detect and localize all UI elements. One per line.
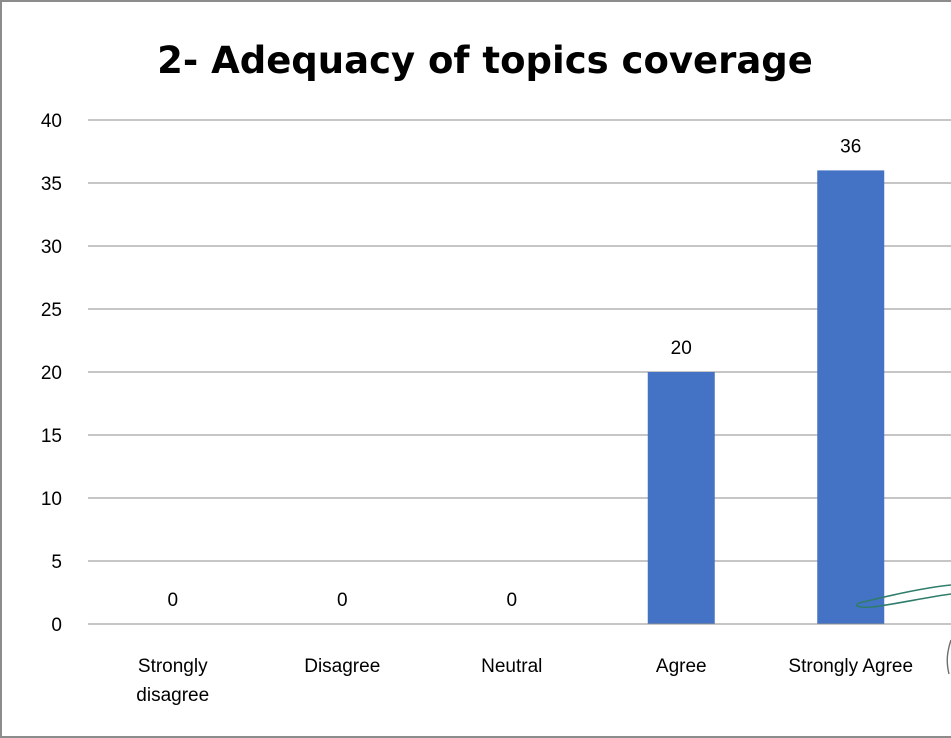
data-label: 0 (167, 590, 178, 611)
category-label: Disagree (304, 656, 380, 677)
y-tick-label: 35 (41, 174, 62, 195)
category-label: Strongly disagree (136, 656, 209, 706)
bar (817, 170, 885, 624)
gridlines (88, 119, 951, 562)
pen-mark (855, 584, 951, 609)
pen-mark-lower (946, 639, 951, 675)
category-label: Neutral (481, 656, 542, 677)
y-tick-label: 40 (41, 111, 62, 132)
y-tick-label: 20 (41, 363, 62, 384)
bars (647, 170, 885, 624)
data-label: 36 (840, 136, 861, 157)
y-tick-label: 10 (41, 489, 62, 510)
y-tick-label: 0 (51, 615, 62, 636)
y-tick-label: 5 (51, 552, 62, 573)
data-label: 20 (671, 338, 692, 359)
bar (647, 372, 715, 624)
chart-title: 2- Adequacy of topics coverage (157, 39, 813, 82)
x-axis-categories: Strongly disagree Disagree Neutral Agree Stro… (136, 656, 913, 706)
category-label: Strongly Agree (788, 656, 913, 677)
data-label: 0 (337, 590, 348, 611)
data-labels: 0 0 0 20 36 (167, 136, 861, 611)
category-label: Agree (656, 656, 707, 677)
y-tick-label: 30 (41, 237, 62, 258)
y-axis-ticks: 0 5 10 15 20 25 30 35 40 (41, 111, 62, 636)
data-label: 0 (506, 590, 517, 611)
y-tick-label: 15 (41, 426, 62, 447)
y-tick-label: 25 (41, 300, 62, 321)
